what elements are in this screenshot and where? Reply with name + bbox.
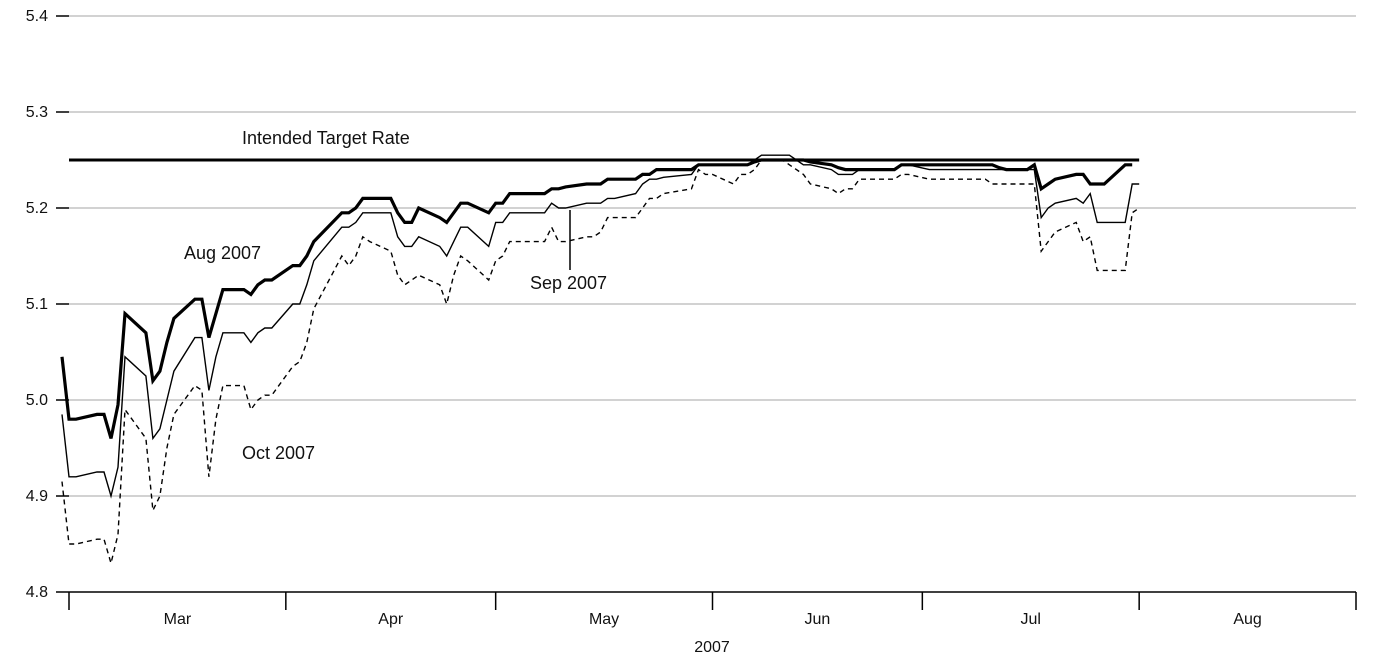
series-label-aug-2007: Aug 2007: [184, 243, 261, 263]
y-tick-label-5.1: 5.1: [26, 296, 48, 313]
axes: 4.8 4.9 5.0 5.1 5.2 5.3 5.4 Mar Apr May Jun Jul Aug: [26, 8, 1357, 628]
horizontal-gridlines: [69, 15, 1356, 497]
y-tick-label-5.0: 5.0: [26, 392, 48, 409]
x-tick-label-mar: Mar: [164, 611, 192, 628]
x-tick-label-aug: Aug: [1233, 611, 1261, 628]
series-label-oct-2007: Oct 2007: [242, 443, 315, 463]
x-axis-title: 2007: [694, 639, 730, 656]
series-line-sep-2007: [61, 154, 1140, 499]
target-rate-label: Intended Target Rate: [242, 128, 410, 148]
series-label-sep-2007: Sep 2007: [530, 273, 607, 293]
y-tick-label-5.4: 5.4: [26, 8, 48, 25]
y-tick-label-5.2: 5.2: [26, 200, 48, 217]
series-line-oct-2007: [61, 159, 1140, 566]
y-tick-label-4.9: 4.9: [26, 488, 48, 505]
x-tick-label-may: May: [589, 611, 619, 628]
x-tick-label-apr: Apr: [378, 611, 404, 628]
series-lines: [60, 154, 1140, 566]
series-line-aug-2007: [60, 158, 1133, 439]
x-tick-label-jun: Jun: [805, 611, 831, 628]
x-tick-label-jul: Jul: [1021, 611, 1041, 628]
y-tick-label-4.8: 4.8: [26, 584, 48, 601]
y-tick-label-5.3: 5.3: [26, 104, 48, 121]
